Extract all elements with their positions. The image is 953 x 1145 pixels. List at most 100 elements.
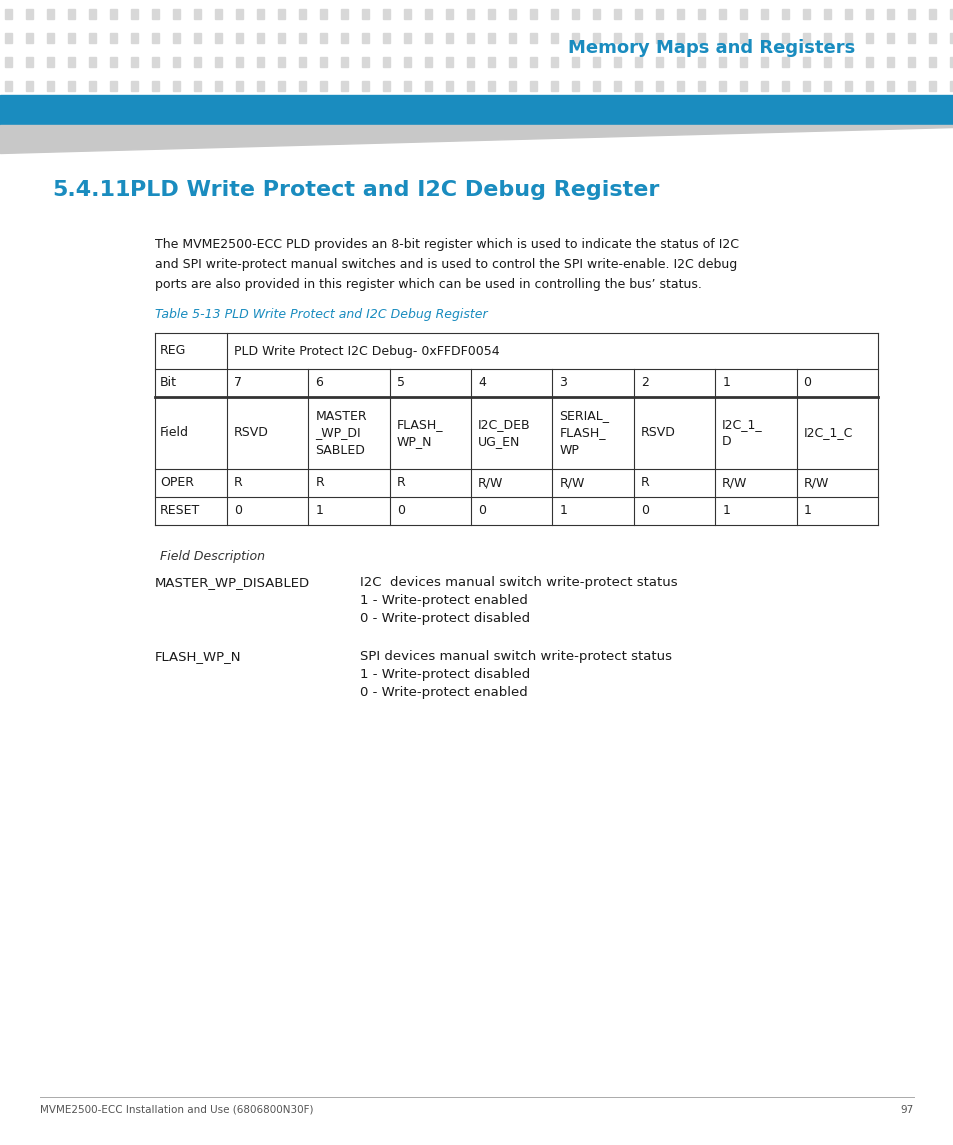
Text: The MVME2500-ECC PLD provides an 8-bit register which is used to indicate the st: The MVME2500-ECC PLD provides an 8-bit r… [154,238,739,251]
Bar [0,95,953,125]
Bar [446,9,453,19]
Text: SERIAL_
FLASH_
WP: SERIAL_ FLASH_ WP [558,410,609,457]
Text: RESET: RESET [160,505,200,518]
Bar [152,9,159,19]
Bar [172,9,180,19]
Bar [719,33,725,44]
Bar [844,33,851,44]
Bar [530,33,537,44]
Bar [446,81,453,90]
Bar [26,9,33,19]
Bar [89,81,96,90]
Text: FLASH_WP_N: FLASH_WP_N [154,650,241,663]
Bar [68,33,75,44]
Bar [740,81,746,90]
Text: 1: 1 [802,505,811,518]
Bar [907,81,914,90]
Bar [110,33,117,44]
Bar [298,33,306,44]
Bar [382,81,390,90]
Bar [677,9,683,19]
Bar [446,33,453,44]
Bar [110,81,117,90]
Bar [551,81,558,90]
Text: FLASH_
WP_N: FLASH_ WP_N [396,418,443,448]
Bar [886,57,893,68]
Text: 5: 5 [396,377,404,389]
Bar [319,57,327,68]
Bar [949,9,953,19]
Bar [928,33,935,44]
Text: OPER: OPER [160,476,193,490]
Bar [403,81,411,90]
Bar [509,57,516,68]
Bar [865,57,872,68]
Bar [467,81,474,90]
Bar [760,57,767,68]
Bar [530,9,537,19]
Bar [865,81,872,90]
Bar [152,57,159,68]
Text: MASTER
_WP_DI
SABLED: MASTER _WP_DI SABLED [315,410,367,457]
Bar [340,9,348,19]
Bar [382,33,390,44]
Bar [488,81,495,90]
Bar [89,57,96,68]
Bar [193,33,201,44]
Text: 1: 1 [721,377,729,389]
Bar [256,57,264,68]
Bar [719,9,725,19]
Bar [781,57,788,68]
Bar [488,33,495,44]
Bar [403,9,411,19]
Bar [551,33,558,44]
Bar [68,81,75,90]
Bar [319,81,327,90]
Bar [26,33,33,44]
Bar [886,33,893,44]
Text: 3: 3 [558,377,567,389]
Bar [949,33,953,44]
Text: Field Description: Field Description [160,550,265,563]
Bar [5,33,12,44]
Polygon shape [0,125,953,153]
Bar [656,81,662,90]
Bar [760,81,767,90]
Bar [110,9,117,19]
Text: 1 - Write-protect disabled: 1 - Write-protect disabled [359,668,530,681]
Bar [886,81,893,90]
Bar [760,9,767,19]
Bar [131,57,138,68]
Text: and SPI write-protect manual switches and is used to control the SPI write-enabl: and SPI write-protect manual switches an… [154,258,737,271]
Bar [214,81,222,90]
Bar [698,81,704,90]
Bar [131,9,138,19]
Bar [572,9,578,19]
Text: I2C  devices manual switch write-protect status: I2C devices manual switch write-protect … [359,576,677,589]
Bar [677,33,683,44]
Bar [277,33,285,44]
Bar [214,57,222,68]
Bar [802,57,809,68]
Bar [781,33,788,44]
Bar [131,33,138,44]
Bar [635,9,641,19]
Text: 0: 0 [233,505,242,518]
Text: 2: 2 [640,377,648,389]
Text: 0: 0 [396,505,404,518]
Bar [340,33,348,44]
Bar [256,9,264,19]
Bar [760,33,767,44]
Text: PLD Write Protect I2C Debug- 0xFFDF0054: PLD Write Protect I2C Debug- 0xFFDF0054 [233,345,499,357]
Text: R/W: R/W [558,476,584,490]
Bar [719,57,725,68]
Text: 1 - Write-protect enabled: 1 - Write-protect enabled [359,594,527,607]
Bar [635,33,641,44]
Text: R/W: R/W [802,476,828,490]
Bar [235,57,243,68]
Text: REG: REG [160,345,186,357]
Bar [949,57,953,68]
Bar [740,33,746,44]
Bar [614,9,620,19]
Bar [781,81,788,90]
